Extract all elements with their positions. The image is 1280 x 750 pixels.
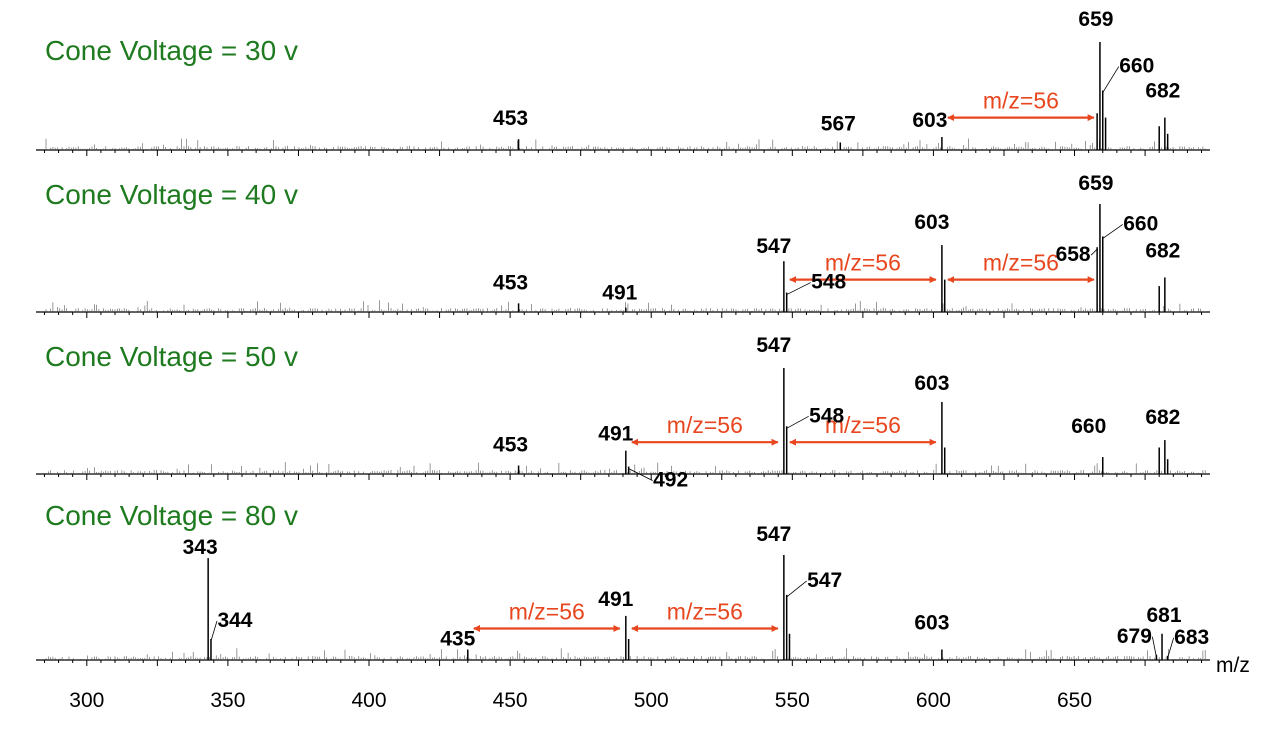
peak-label: 658	[1056, 243, 1091, 266]
peak-label: 660	[1071, 415, 1106, 438]
delta-label: m/z=56	[509, 599, 585, 625]
label-leader	[786, 282, 811, 295]
panel-title: Cone Voltage = 30 v	[45, 35, 298, 66]
peak-label: 660	[1119, 55, 1154, 78]
peak-label: 603	[914, 612, 949, 635]
peak-label: 548	[811, 271, 846, 294]
delta-label: m/z=56	[667, 599, 743, 625]
peak-label: 453	[493, 107, 528, 130]
peak-label: 682	[1145, 406, 1180, 429]
peak-label: 681	[1147, 604, 1182, 627]
peak-label: 682	[1145, 80, 1180, 103]
peak-label: 435	[440, 628, 475, 651]
spectrum-peaks	[207, 42, 1169, 660]
panel-title: Cone Voltage = 40 v	[45, 179, 298, 210]
peak-label: 660	[1123, 212, 1158, 235]
label-leader	[1151, 636, 1157, 657]
baseline-noise	[45, 138, 1206, 660]
label-leader	[628, 468, 653, 481]
label-leader	[1102, 224, 1123, 239]
peak-label: 683	[1174, 626, 1209, 649]
peak-label: 491	[598, 423, 633, 446]
x-tick-label: 650	[1057, 689, 1092, 712]
delta-label: m/z=56	[667, 412, 743, 438]
peak-label: 547	[807, 569, 842, 592]
x-tick-label: 300	[69, 689, 104, 712]
peak-label: 344	[217, 609, 252, 632]
x-tick-label: 400	[351, 689, 386, 712]
peak-label: 548	[809, 404, 844, 427]
peak-label: 682	[1145, 239, 1180, 262]
delta-label: m/z=56	[983, 250, 1059, 276]
label-leader	[1102, 66, 1120, 93]
label-leader	[786, 415, 809, 429]
peak-label: 567	[821, 112, 856, 135]
peak-label: 603	[912, 109, 947, 132]
x-axis-title: m/z	[1216, 654, 1250, 677]
peak-label: 547	[756, 235, 791, 258]
peak-label: 491	[598, 588, 633, 611]
peak-label: 453	[493, 434, 528, 457]
peak-label: 679	[1117, 625, 1152, 648]
peak-label: 547	[756, 523, 791, 546]
peak-label: 491	[602, 282, 637, 305]
delta-label: m/z=56	[983, 88, 1059, 114]
label-leader	[786, 580, 807, 598]
x-tick-label: 600	[916, 689, 951, 712]
x-tick-label: 350	[210, 689, 245, 712]
x-tick-label: 450	[493, 689, 528, 712]
label-leader	[1090, 248, 1098, 256]
delta-label: m/z=56	[825, 412, 901, 438]
peak-label: 603	[914, 211, 949, 234]
x-axis-ticks: 300 350 400 450 500 550 600 650	[43, 150, 1203, 712]
delta-label: m/z=56	[825, 250, 901, 276]
mass-difference-arrows: m/z=56 m/z=56 m/z=56 m/z=56 m/z=56 m/z=56 m/z=…	[473, 88, 1095, 632]
x-tick-label: 550	[775, 689, 810, 712]
label-leader	[210, 620, 218, 642]
peak-label: 547	[756, 334, 791, 357]
peak-label: 492	[653, 469, 688, 492]
peak-label: 659	[1078, 8, 1113, 31]
peak-label: 453	[493, 271, 528, 294]
peak-label: 659	[1078, 172, 1113, 195]
peak-label: 603	[914, 372, 949, 395]
x-tick-label: 500	[634, 689, 669, 712]
peak-label: 343	[183, 536, 218, 559]
label-leader	[1167, 637, 1175, 658]
panel-title: Cone Voltage = 50 v	[45, 341, 298, 372]
panel-title: Cone Voltage = 80 v	[45, 500, 298, 531]
